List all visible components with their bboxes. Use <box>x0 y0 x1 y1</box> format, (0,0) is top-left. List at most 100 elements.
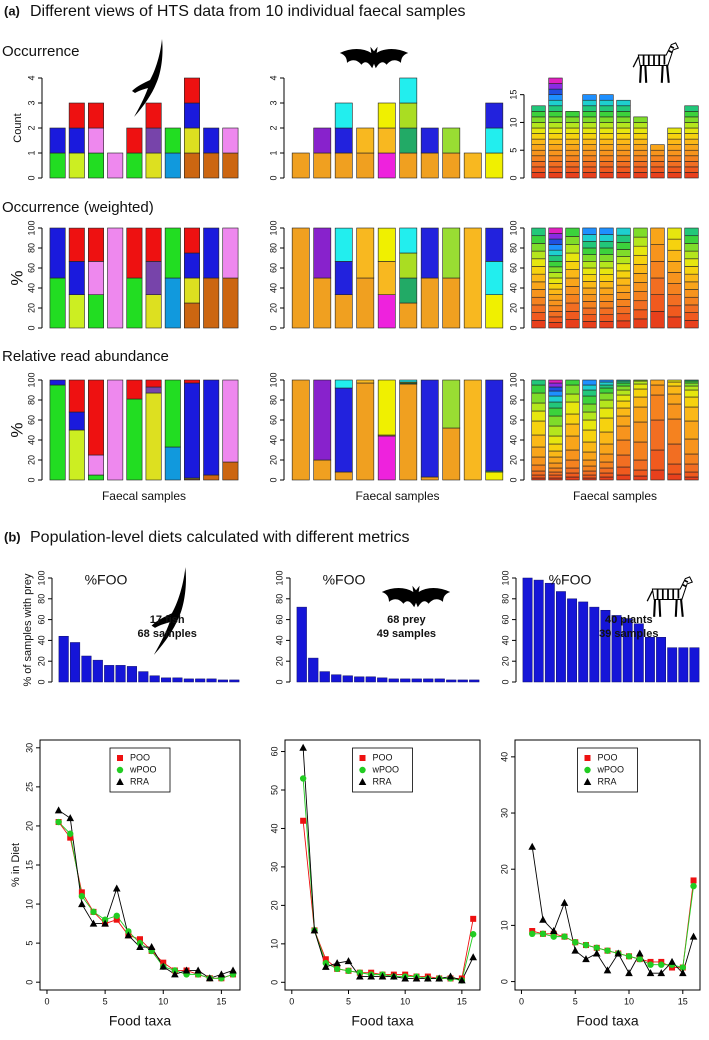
bar-segment <box>616 291 631 300</box>
bar-segment <box>88 474 104 481</box>
bar-segment <box>650 166 665 173</box>
bar-segment <box>582 161 597 168</box>
bar-segment <box>49 227 66 279</box>
bar-segment <box>126 379 143 400</box>
marker-triangle <box>116 778 124 785</box>
bar-segment <box>548 386 563 392</box>
y-tick-label: 100 <box>508 220 518 235</box>
marker-triangle <box>171 970 179 978</box>
bar-segment <box>548 249 563 257</box>
bar-segment <box>548 105 563 112</box>
bar-segment <box>203 474 220 481</box>
bar-segment <box>633 172 648 179</box>
series-line <box>302 747 474 981</box>
bar-segment <box>650 394 665 421</box>
bar-segment <box>582 240 597 249</box>
marker-triangle <box>390 972 398 980</box>
bar-segment <box>667 133 682 140</box>
bar-segment <box>548 450 563 458</box>
bar-segment <box>485 152 504 179</box>
y-tick-label: 40 <box>36 635 46 645</box>
bar-segment <box>565 127 580 134</box>
marker-triangle <box>229 966 237 974</box>
bar-segment <box>531 144 546 151</box>
y-tick-label: 30 <box>499 808 509 818</box>
y-tick-label: 10 <box>499 920 509 930</box>
bar-segment <box>203 227 220 279</box>
y-tick-label: 0 <box>268 175 278 180</box>
bar-segment <box>68 294 85 329</box>
marker-triangle <box>446 972 455 980</box>
bar-segment <box>633 388 648 398</box>
marker-triangle <box>205 974 214 982</box>
marker-triangle <box>66 814 75 822</box>
y-tick-label: 20 <box>269 900 279 910</box>
bar-segment <box>565 111 580 118</box>
bar <box>434 678 445 683</box>
bat-silhouette <box>339 46 409 69</box>
bar <box>70 642 81 683</box>
bar-segment <box>548 172 563 179</box>
bar-segment <box>582 389 597 397</box>
bar <box>611 615 622 683</box>
bar-segment <box>684 320 699 329</box>
marker-triangle <box>322 962 330 970</box>
marker-triangle <box>603 966 612 974</box>
bar-segment <box>684 471 699 478</box>
bar-segment <box>582 314 597 322</box>
marker-circle <box>690 882 697 890</box>
bar-segment <box>531 258 546 267</box>
bar-segment <box>107 227 124 329</box>
bar-segment <box>582 144 597 151</box>
bar-segment <box>582 419 597 431</box>
y-tick-label: 80 <box>508 243 518 253</box>
bar-segment <box>684 138 699 145</box>
bar-segment <box>88 294 104 329</box>
bar-segment <box>222 152 239 179</box>
bar-segment <box>548 395 563 403</box>
bar-segment <box>377 294 396 329</box>
bar <box>331 674 342 683</box>
bar-segment <box>145 386 162 394</box>
bar-segment <box>633 383 648 390</box>
bar-segment <box>684 161 699 168</box>
bar-segment <box>633 379 648 382</box>
bar-segment <box>548 390 563 397</box>
bar-segment <box>463 227 482 329</box>
y-tick-label: 0 <box>269 980 279 985</box>
bar-segment <box>485 294 504 329</box>
bar-segment <box>88 227 104 262</box>
y-tick-label: 20 <box>24 821 34 831</box>
bar-segment <box>531 470 546 476</box>
marker-circle <box>593 944 600 952</box>
bar-segment <box>531 296 546 306</box>
bar-segment <box>599 443 614 455</box>
y-tick-label: 80 <box>268 243 278 253</box>
bar-segment <box>531 266 546 275</box>
bar-segment <box>399 379 418 383</box>
bar <box>138 671 149 683</box>
bar-segment <box>377 261 396 295</box>
bar-segment <box>667 381 682 387</box>
series-line <box>302 778 474 981</box>
legend-label: POO <box>373 752 393 762</box>
bar-segment <box>222 461 239 481</box>
y-tick-label: 5 <box>24 941 34 946</box>
bar-segment <box>184 102 200 129</box>
bar <box>556 591 566 683</box>
y-tick-label: 100 <box>268 220 278 235</box>
bar-segment <box>633 127 648 134</box>
marker-triangle <box>614 949 623 957</box>
marker-triangle <box>582 955 590 963</box>
bar-segment <box>356 227 375 279</box>
bar-segment <box>399 252 418 279</box>
bar-segment <box>667 149 682 157</box>
bar-segment <box>334 102 353 129</box>
bar-segment <box>565 236 580 245</box>
bar-segment <box>599 287 614 295</box>
bar-segment <box>633 441 648 461</box>
bar-segment <box>633 245 648 256</box>
bar-segment <box>667 379 682 383</box>
bar-segment <box>650 294 665 312</box>
bar-segment <box>565 166 580 173</box>
